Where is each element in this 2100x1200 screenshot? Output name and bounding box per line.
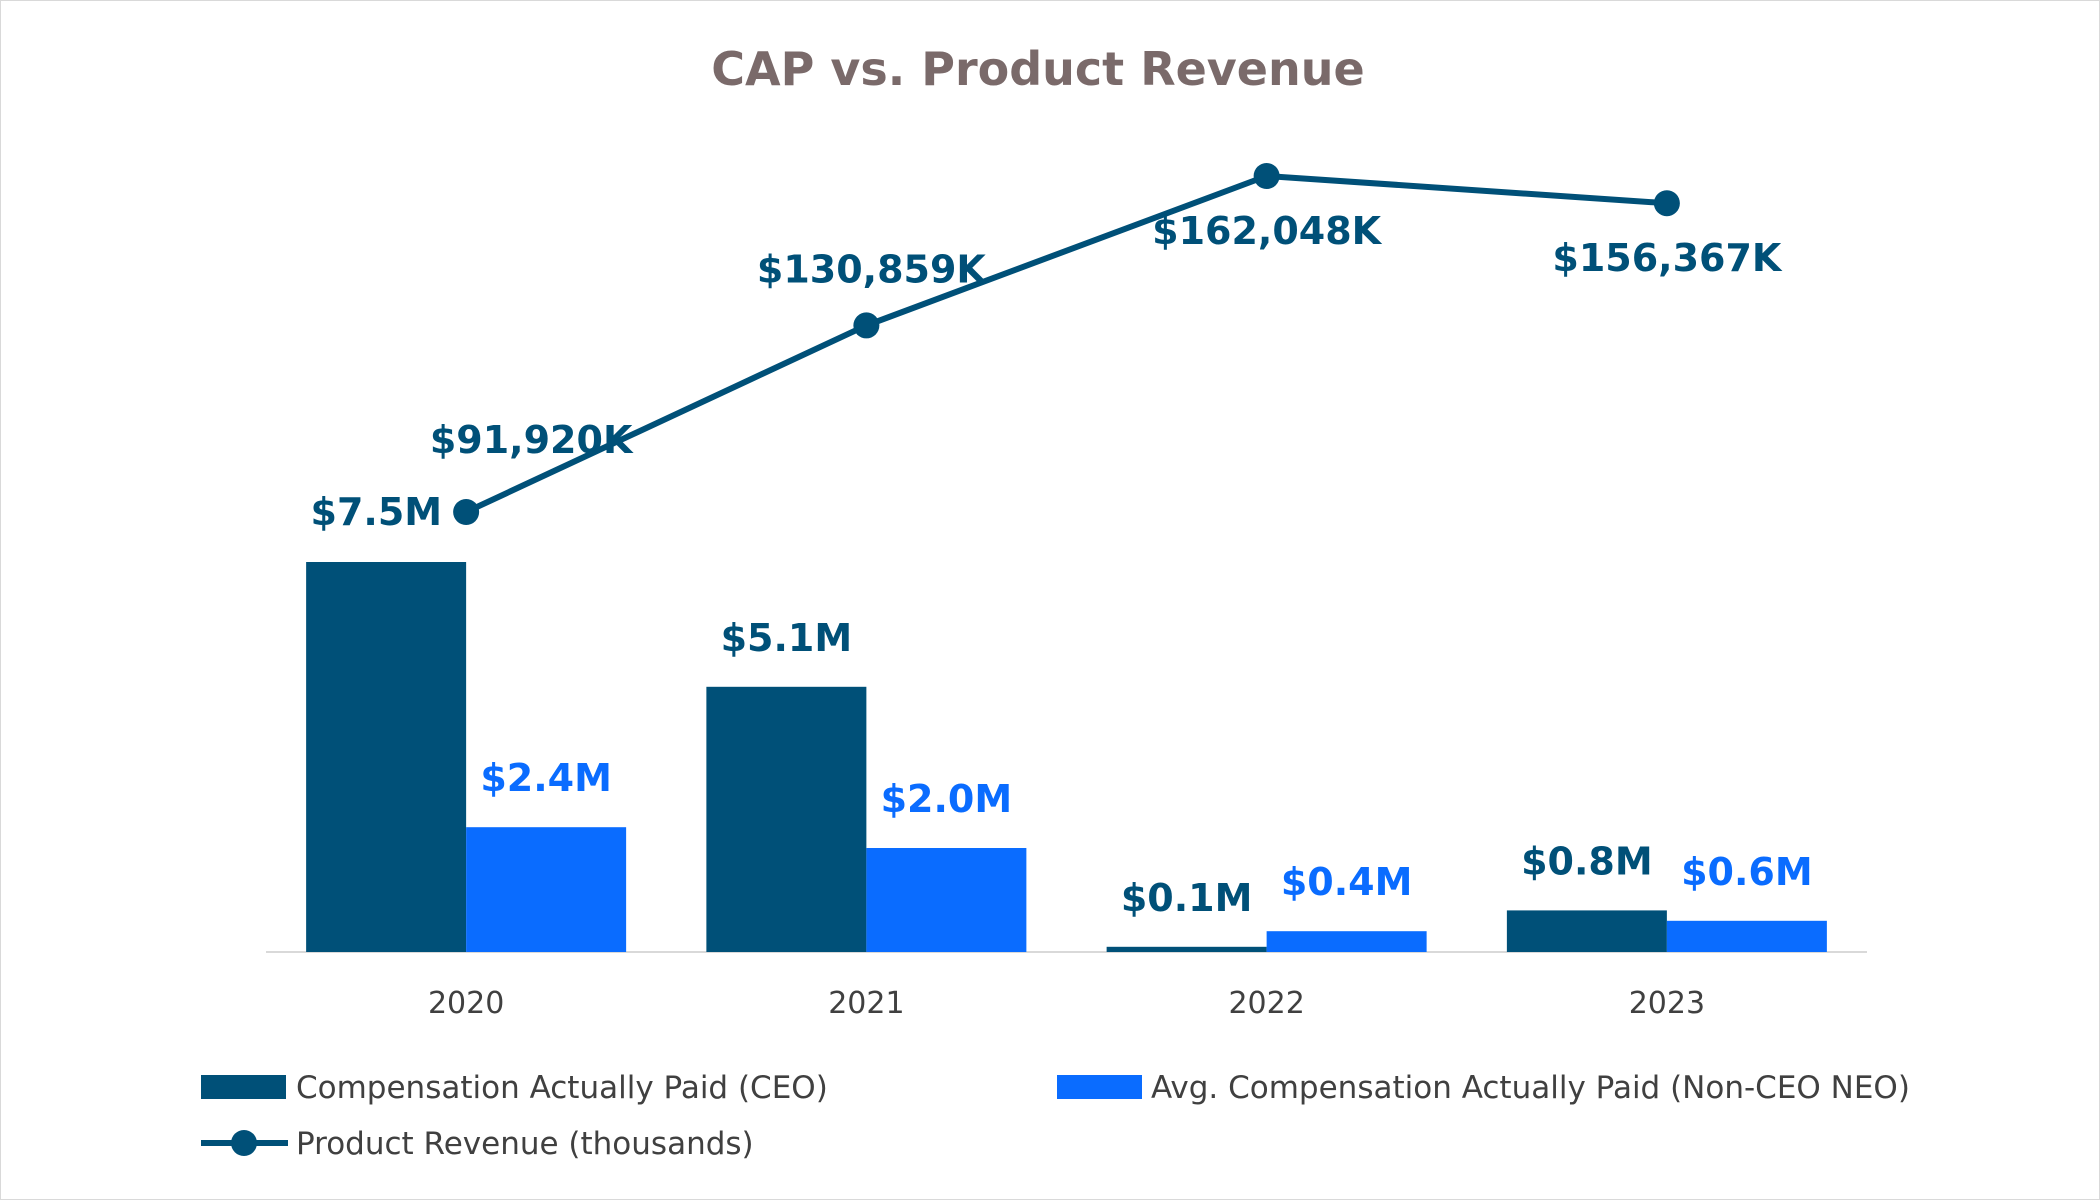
bar-ceo-2023 (1506, 910, 1667, 952)
data-label-non-ceo-neo: $2.4M (480, 756, 612, 800)
bars-group (306, 562, 1827, 952)
legend-label-non-ceo-neo: Avg. Compensation Actually Paid (Non-CEO… (1151, 1070, 1910, 1106)
data-label-revenue: $156,367K (1552, 236, 1783, 280)
data-label-revenue: $130,859K (757, 247, 988, 291)
data-label-revenue: $91,920K (430, 418, 634, 462)
data-label-ceo: $0.1M (1121, 876, 1253, 920)
data-label-ceo: $0.8M (1521, 839, 1653, 883)
data-label-non-ceo-neo: $2.0M (881, 777, 1013, 821)
bar-ceo-2022 (1106, 946, 1267, 952)
bar-ceo-2020 (306, 562, 467, 952)
x-tick-labels: 2020 2021 2022 2023 (428, 986, 1705, 1021)
line-series-group (453, 163, 1680, 525)
x-tick-label: 2022 (1228, 986, 1304, 1021)
data-label-revenue: $162,048K (1152, 209, 1383, 253)
data-label-ceo: $5.1M (721, 616, 853, 660)
chart-title: CAP vs. Product Revenue (711, 42, 1364, 96)
legend-swatch-ceo (201, 1075, 286, 1099)
bar-non-ceo-neo-2023 (1666, 920, 1827, 952)
data-label-non-ceo-neo: $0.6M (1681, 850, 1813, 894)
legend-swatch-non-ceo-neo (1057, 1075, 1142, 1099)
legend: Compensation Actually Paid (CEO) Avg. Com… (201, 1070, 1910, 1162)
data-label-ceo: $7.5M (311, 490, 443, 534)
data-label-non-ceo-neo: $0.4M (1281, 860, 1413, 904)
revenue-marker (853, 312, 880, 339)
x-tick-label: 2020 (428, 986, 504, 1021)
x-tick-label: 2023 (1629, 986, 1705, 1021)
data-labels-group: $7.5M $2.4M $5.1M $2.0M $0.1M $0.4M $0.8M $0.6M… (311, 209, 1813, 920)
revenue-marker (453, 499, 480, 525)
revenue-marker (1653, 190, 1680, 217)
x-tick-label: 2021 (828, 986, 904, 1021)
bar-non-ceo-neo-2021 (866, 848, 1027, 952)
legend-label-ceo: Compensation Actually Paid (CEO) (296, 1070, 828, 1106)
legend-label-revenue: Product Revenue (thousands) (296, 1126, 754, 1162)
bar-non-ceo-neo-2020 (466, 827, 627, 952)
legend-marker-revenue (231, 1130, 257, 1156)
bar-non-ceo-neo-2022 (1266, 931, 1427, 952)
bar-ceo-2021 (706, 686, 867, 952)
revenue-line (464, 173, 1668, 515)
revenue-marker (1253, 163, 1280, 189)
